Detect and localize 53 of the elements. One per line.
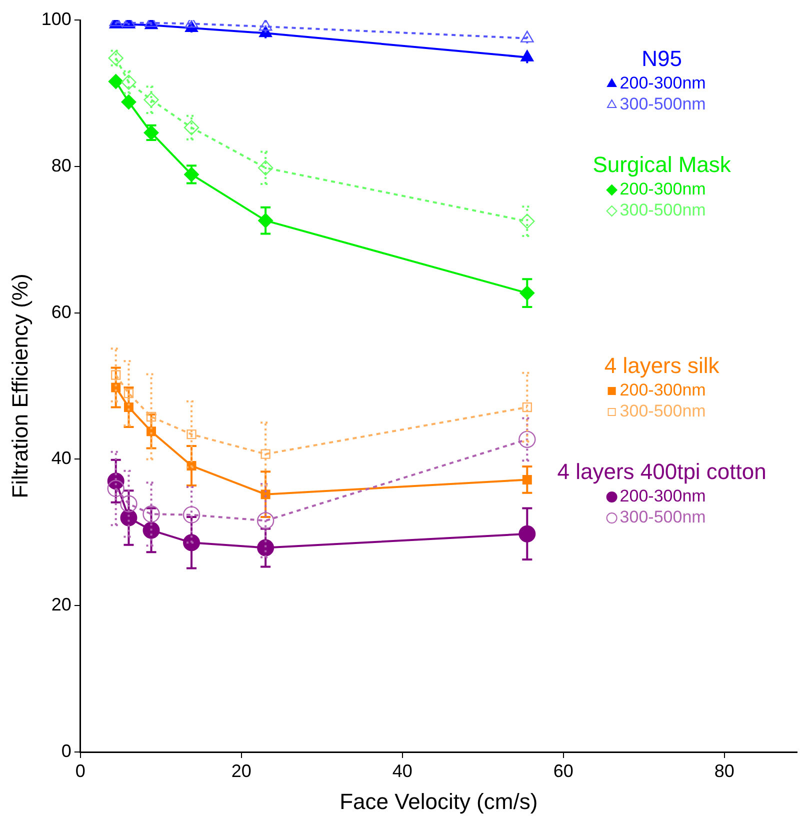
y-tick-label: 60 (51, 302, 72, 322)
annotation: 4 layers 400tpi cotton (557, 459, 766, 484)
annotation: N95 (642, 46, 682, 72)
annotation: Surgical Mask (592, 152, 732, 178)
point (522, 474, 532, 484)
x-tick-label: 80 (714, 760, 734, 781)
point (142, 522, 160, 539)
x-tick-label: 0 (75, 760, 86, 781)
y-tick-label: 0 (61, 740, 72, 761)
y-tick-label: 20 (51, 594, 72, 615)
point (144, 92, 159, 108)
point (108, 74, 124, 89)
point (121, 94, 136, 110)
legend-label: 300-500nm (620, 402, 706, 421)
point (107, 480, 124, 498)
point (256, 512, 274, 530)
point (520, 286, 535, 301)
legend-label: 200-300nm (620, 380, 706, 400)
point (142, 506, 160, 523)
point (182, 506, 200, 524)
point (520, 214, 535, 229)
point (518, 430, 536, 448)
point (146, 412, 156, 422)
point (258, 160, 274, 176)
x-tick-label: 40 (392, 760, 412, 781)
legend-label: 200-300nm (620, 486, 706, 506)
point (257, 539, 274, 556)
legend-label: 200-300nm (620, 74, 706, 93)
x-axis-title: Face Velocity (cm/s) (340, 788, 538, 814)
point (260, 449, 270, 459)
point (121, 74, 136, 90)
point (184, 166, 200, 182)
point (120, 495, 138, 512)
point (518, 525, 536, 542)
x-tick-label: 60 (553, 760, 574, 781)
point (183, 534, 200, 552)
point (124, 388, 134, 398)
point (184, 120, 200, 136)
y-axis-title: Filtration Efficiency (%) (7, 274, 32, 498)
point (258, 213, 274, 228)
legend-label: 200-300nm (620, 180, 706, 199)
point (111, 370, 121, 380)
annotation: 4 layers silk (604, 353, 720, 378)
point (258, 20, 272, 31)
legend-label: 300-500nm (620, 200, 706, 220)
y-tick-label: 100 (41, 8, 72, 29)
y-tick-label: 80 (51, 155, 72, 176)
y-tick-label: 40 (51, 448, 72, 468)
legend-label: 300-500nm (620, 508, 706, 527)
legend-label: 300-500nm (620, 94, 706, 114)
x-tick-label: 20 (231, 760, 252, 781)
point (522, 402, 532, 412)
point (186, 429, 196, 440)
